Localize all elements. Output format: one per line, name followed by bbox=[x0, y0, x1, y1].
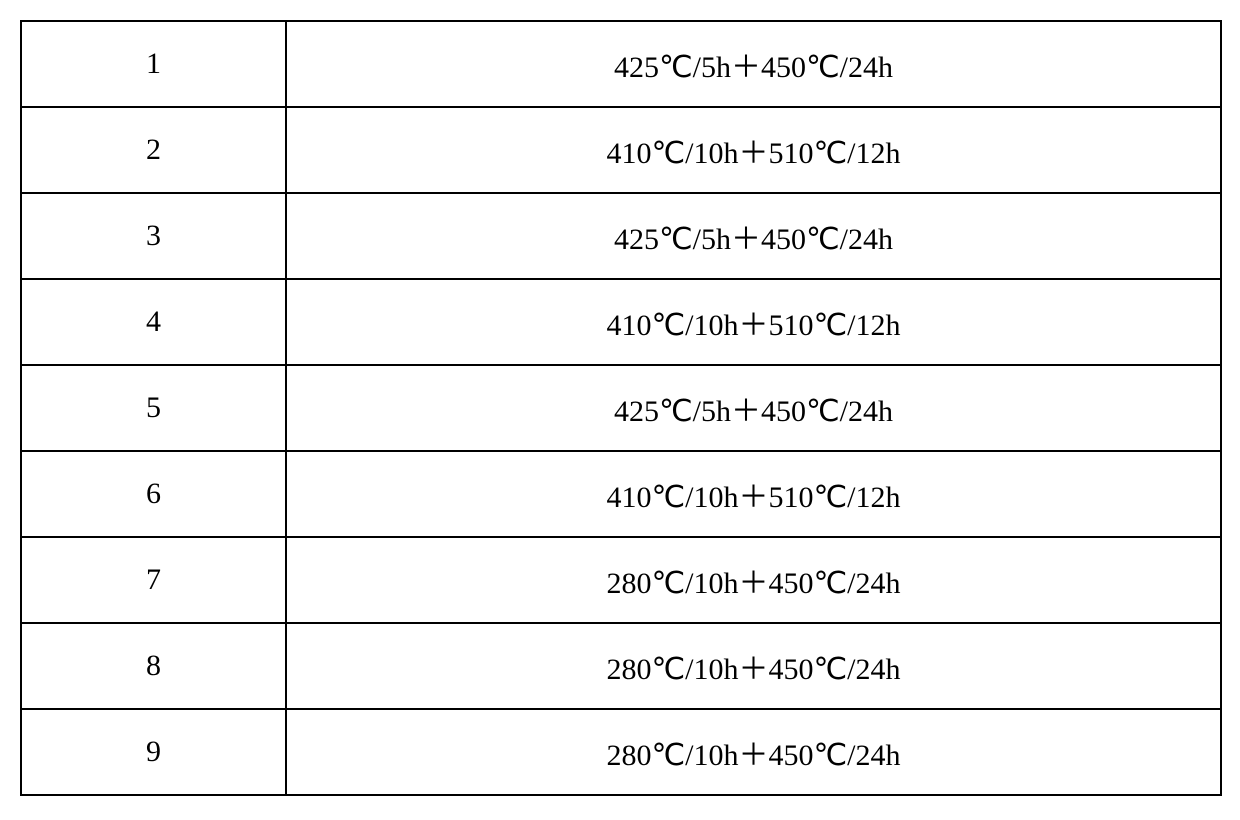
cell-value: 410℃/10h＋510℃/12h bbox=[286, 279, 1221, 365]
cell-value: 280℃/10h＋450℃/24h bbox=[286, 537, 1221, 623]
cell-value: 425℃/5h＋450℃/24h bbox=[286, 193, 1221, 279]
cell-index: 2 bbox=[21, 107, 286, 193]
table-row: 7 280℃/10h＋450℃/24h bbox=[21, 537, 1221, 623]
table-row: 4 410℃/10h＋510℃/12h bbox=[21, 279, 1221, 365]
cell-index: 8 bbox=[21, 623, 286, 709]
cell-index: 7 bbox=[21, 537, 286, 623]
table-row: 5 425℃/5h＋450℃/24h bbox=[21, 365, 1221, 451]
cell-index: 6 bbox=[21, 451, 286, 537]
cell-index: 5 bbox=[21, 365, 286, 451]
table-body: 1 425℃/5h＋450℃/24h 2 410℃/10h＋510℃/12h 3… bbox=[21, 21, 1221, 795]
cell-index: 1 bbox=[21, 21, 286, 107]
cell-index: 9 bbox=[21, 709, 286, 795]
table-row: 6 410℃/10h＋510℃/12h bbox=[21, 451, 1221, 537]
cell-value: 425℃/5h＋450℃/24h bbox=[286, 365, 1221, 451]
cell-value: 280℃/10h＋450℃/24h bbox=[286, 709, 1221, 795]
cell-value: 410℃/10h＋510℃/12h bbox=[286, 451, 1221, 537]
table-row: 3 425℃/5h＋450℃/24h bbox=[21, 193, 1221, 279]
cell-value: 425℃/5h＋450℃/24h bbox=[286, 21, 1221, 107]
table-row: 1 425℃/5h＋450℃/24h bbox=[21, 21, 1221, 107]
table-row: 9 280℃/10h＋450℃/24h bbox=[21, 709, 1221, 795]
cell-index: 4 bbox=[21, 279, 286, 365]
cell-value: 410℃/10h＋510℃/12h bbox=[286, 107, 1221, 193]
cell-index: 3 bbox=[21, 193, 286, 279]
table-row: 2 410℃/10h＋510℃/12h bbox=[21, 107, 1221, 193]
cell-value: 280℃/10h＋450℃/24h bbox=[286, 623, 1221, 709]
data-table: 1 425℃/5h＋450℃/24h 2 410℃/10h＋510℃/12h 3… bbox=[20, 20, 1222, 796]
data-table-container: 1 425℃/5h＋450℃/24h 2 410℃/10h＋510℃/12h 3… bbox=[20, 20, 1220, 796]
table-row: 8 280℃/10h＋450℃/24h bbox=[21, 623, 1221, 709]
